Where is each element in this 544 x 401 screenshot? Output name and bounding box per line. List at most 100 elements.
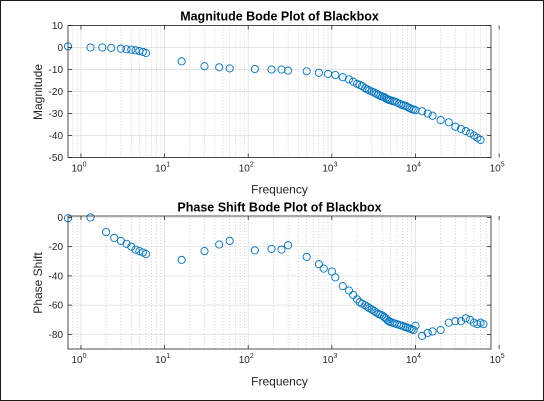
phase-axes-box <box>67 215 492 350</box>
y-tick-label: 10 <box>52 21 64 32</box>
data-point <box>284 241 293 250</box>
data-point <box>456 317 466 326</box>
x-tick-label: 105 <box>490 353 505 366</box>
y-tick-label: -10 <box>49 65 64 76</box>
y-tick-label: -30 <box>49 109 64 120</box>
magnitude-title: Magnitude Bode Plot of Blackbox <box>180 10 379 24</box>
data-point <box>365 304 374 313</box>
x-tick-label: 100 <box>71 162 86 175</box>
data-point <box>451 122 460 131</box>
data-point <box>349 290 358 299</box>
magnitude-series <box>63 42 485 144</box>
y-tick-label: -20 <box>49 87 64 98</box>
phase-grid <box>67 216 500 349</box>
data-point <box>349 77 358 86</box>
data-point <box>302 67 311 76</box>
data-point <box>177 255 186 264</box>
data-point <box>436 116 445 125</box>
magnitude-xlabel: Frequency <box>251 183 308 197</box>
data-point <box>267 244 276 253</box>
phase-series <box>63 213 488 340</box>
data-point <box>331 273 340 282</box>
x-tick-label: 105 <box>490 162 505 175</box>
x-tick-label: 101 <box>155 162 170 175</box>
data-point <box>284 66 293 75</box>
data-point <box>110 233 119 242</box>
data-point <box>428 327 437 336</box>
data-point <box>361 84 370 93</box>
data-point <box>331 70 340 80</box>
x-tick-label: 102 <box>239 162 254 175</box>
data-point <box>277 245 286 254</box>
data-point <box>352 295 362 304</box>
data-point <box>225 64 234 73</box>
x-tick-label: 100 <box>71 353 86 366</box>
y-tick-label: -60 <box>49 301 64 312</box>
phase-ylabel: Phase Shift <box>31 252 45 314</box>
x-tick-label: 103 <box>322 353 337 366</box>
data-point <box>127 45 136 54</box>
data-point <box>141 48 151 58</box>
data-point <box>466 129 475 138</box>
data-point <box>127 242 136 251</box>
data-point <box>476 135 485 144</box>
data-point <box>135 247 144 256</box>
data-point <box>423 328 432 337</box>
x-tick-label: 104 <box>406 162 421 175</box>
data-point <box>131 245 140 254</box>
data-point <box>418 107 427 116</box>
data-point <box>479 320 488 329</box>
data-point <box>444 318 453 327</box>
data-point <box>122 239 131 248</box>
data-point <box>225 236 234 245</box>
y-tick-label: 0 <box>57 43 63 54</box>
data-point <box>107 43 116 52</box>
data-point <box>411 106 420 115</box>
data-point <box>370 88 379 97</box>
data-point <box>327 267 336 276</box>
data-point <box>267 65 276 74</box>
data-point <box>409 325 418 335</box>
data-point <box>338 282 347 291</box>
x-tick-label: 103 <box>322 162 337 175</box>
y-tick-label: -40 <box>49 131 64 142</box>
data-point <box>444 118 453 127</box>
data-point <box>411 321 420 330</box>
data-point <box>200 247 209 256</box>
y-tick-label: -50 <box>49 153 64 164</box>
magnitude-ylabel: Magnitude <box>31 64 45 120</box>
data-point <box>428 111 437 120</box>
data-point <box>319 264 328 273</box>
y-tick-label: -20 <box>49 242 64 253</box>
data-point <box>374 90 383 99</box>
phase-title: Phase Shift Bode Plot of Blackbox <box>177 201 381 215</box>
data-point <box>116 44 125 53</box>
data-point <box>344 75 353 84</box>
data-point <box>384 317 393 326</box>
x-tick-label: 101 <box>155 353 170 366</box>
data-point <box>461 314 470 323</box>
magnitude-grid <box>67 25 500 158</box>
data-point <box>451 317 460 326</box>
data-point <box>250 246 259 255</box>
data-point <box>436 325 445 335</box>
data-point <box>141 249 151 259</box>
data-point <box>86 213 95 222</box>
data-point <box>461 127 470 136</box>
data-point <box>215 63 224 72</box>
data-point <box>370 306 379 316</box>
phase-ticks: 100 101 102 103 104 105 0 -20 -40 -60 -80 <box>49 213 505 366</box>
y-tick-label: -40 <box>49 271 64 282</box>
data-point <box>401 101 410 110</box>
data-point <box>363 302 372 311</box>
data-point <box>102 228 111 237</box>
data-point <box>469 318 478 327</box>
x-tick-label: 102 <box>239 353 254 366</box>
phase-axes: Phase Shift Bode Plot of Blackbox Freque… <box>31 201 505 389</box>
data-point <box>98 43 107 52</box>
data-point <box>122 45 131 54</box>
data-point <box>344 286 353 295</box>
data-point <box>200 62 209 71</box>
